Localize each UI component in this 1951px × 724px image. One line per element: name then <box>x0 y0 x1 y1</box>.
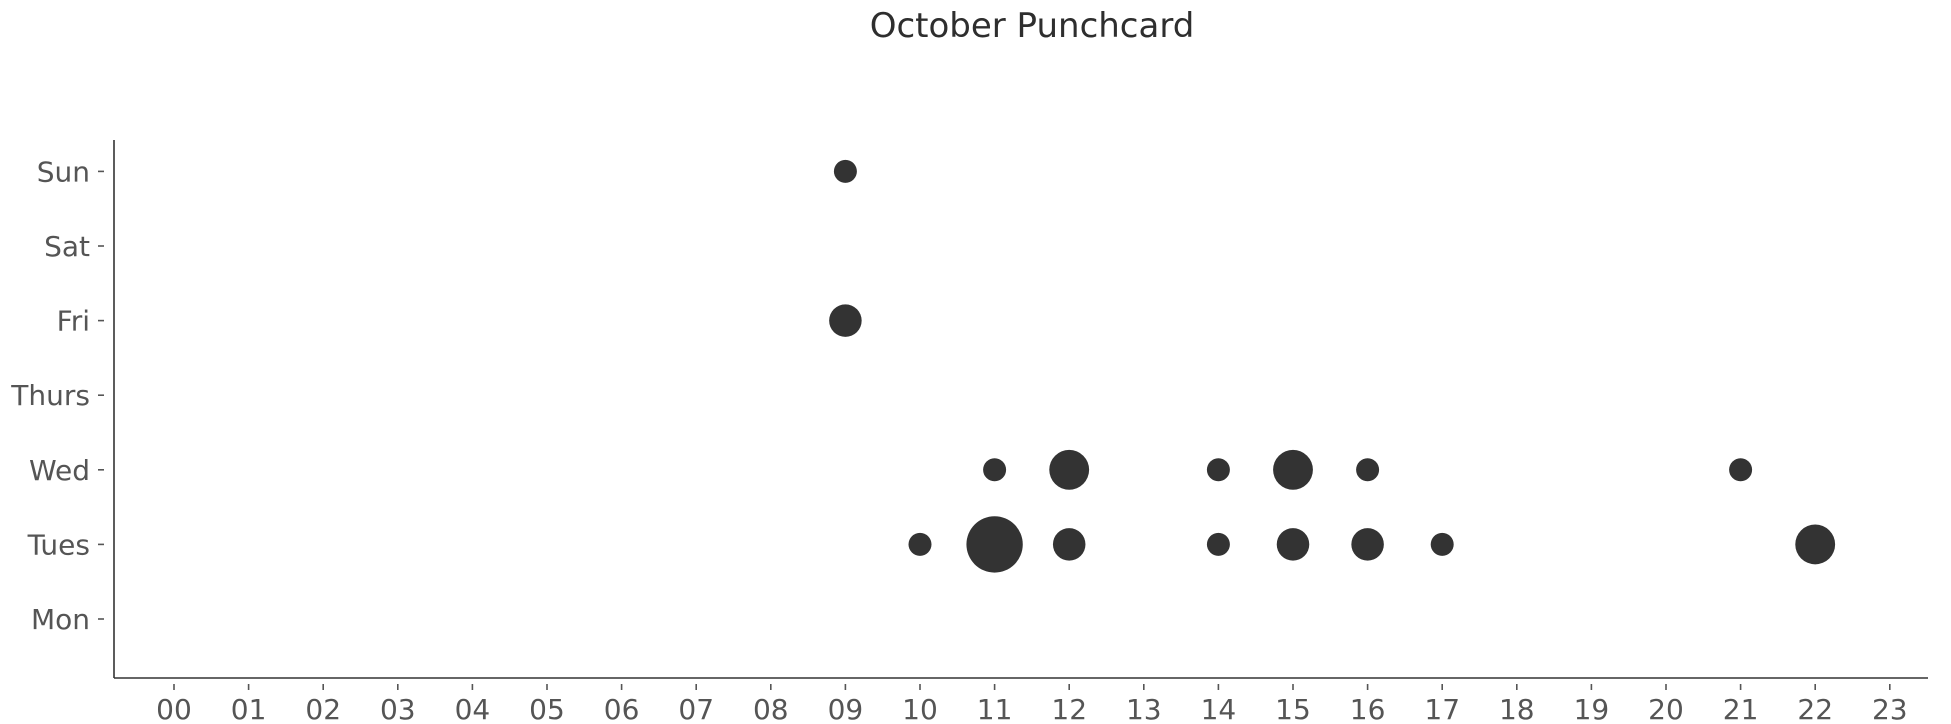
point-wed-14 <box>1206 458 1230 482</box>
x-tick-label-10: 10 <box>902 693 938 724</box>
point-tues-12 <box>1052 528 1086 561</box>
point-wed-12 <box>1049 449 1090 490</box>
x-tick-label-03: 03 <box>380 693 416 724</box>
point-sun-09 <box>833 159 857 183</box>
point-fri-09 <box>829 304 862 337</box>
x-tick-label-12: 12 <box>1051 693 1087 724</box>
point-tues-10 <box>908 532 932 556</box>
x-tick-label-00: 00 <box>156 693 192 724</box>
x-tick-label-22: 22 <box>1797 693 1833 724</box>
x-tick-label-17: 17 <box>1424 693 1460 724</box>
x-tick-label-06: 06 <box>604 693 640 724</box>
point-tues-11 <box>966 516 1023 573</box>
point-tues-22 <box>1795 524 1836 565</box>
y-tick-label-tues: Tues <box>27 528 90 561</box>
y-tick-label-thurs: Thurs <box>10 379 90 412</box>
x-tick-label-19: 19 <box>1574 693 1610 724</box>
axes <box>113 140 1928 679</box>
point-tues-15 <box>1276 528 1310 561</box>
point-tues-17 <box>1430 532 1454 556</box>
point-wed-21 <box>1729 458 1753 482</box>
data-points <box>829 159 1836 573</box>
y-tick-labels: Mon Tues Wed Thurs Fri Sat Sun <box>10 155 104 636</box>
x-tick-label-20: 20 <box>1648 693 1684 724</box>
y-tick-label-wed: Wed <box>29 454 90 487</box>
x-tick-label-01: 01 <box>231 693 267 724</box>
chart-title: October Punchcard <box>870 6 1195 46</box>
y-tick-label-mon: Mon <box>31 603 90 636</box>
y-tick-label-sun: Sun <box>37 155 90 188</box>
point-wed-16 <box>1356 458 1380 482</box>
x-tick-label-07: 07 <box>678 693 714 724</box>
point-tues-14 <box>1206 532 1230 556</box>
x-tick-label-05: 05 <box>529 693 565 724</box>
x-tick-labels: 00 01 02 03 04 05 06 07 08 09 10 11 12 13 14 15 16 17 18 19… <box>156 684 1908 724</box>
x-tick-label-16: 16 <box>1350 693 1386 724</box>
x-tick-label-21: 21 <box>1723 693 1759 724</box>
x-tick-label-11: 11 <box>977 693 1013 724</box>
x-tick-label-02: 02 <box>305 693 341 724</box>
point-wed-11 <box>983 458 1007 482</box>
x-tick-label-08: 08 <box>753 693 789 724</box>
x-tick-label-15: 15 <box>1275 693 1311 724</box>
point-wed-15 <box>1273 449 1313 490</box>
x-tick-label-18: 18 <box>1499 693 1535 724</box>
x-tick-label-13: 13 <box>1126 693 1162 724</box>
y-tick-label-sat: Sat <box>44 230 90 263</box>
x-tick-label-14: 14 <box>1201 693 1237 724</box>
point-tues-16 <box>1351 528 1384 561</box>
x-tick-label-09: 09 <box>828 693 864 724</box>
x-tick-label-23: 23 <box>1872 693 1908 724</box>
x-tick-label-04: 04 <box>455 693 491 724</box>
y-tick-label-fri: Fri <box>57 305 90 338</box>
